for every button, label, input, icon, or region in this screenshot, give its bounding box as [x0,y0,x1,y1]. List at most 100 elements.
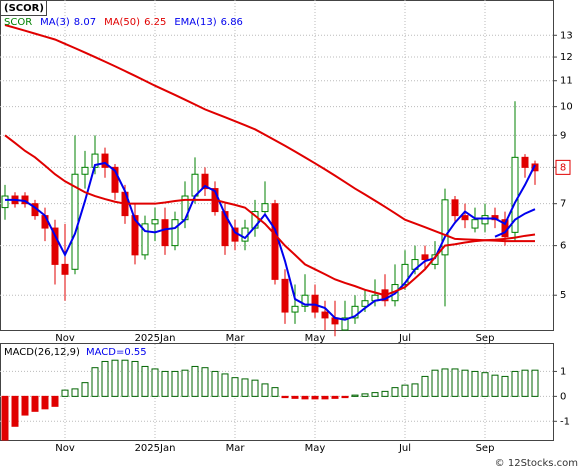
line-series [4,24,535,243]
bar [421,375,429,397]
y-tick-label: 6 [560,241,566,252]
legend-name: MA(3) [40,17,70,28]
candle-body [351,305,359,319]
x-tick-label: Sep [476,333,495,344]
bar [11,395,19,427]
candle-body [321,311,329,319]
candle-body [141,223,149,256]
line-series [494,208,536,238]
y-tick-label: -1 [560,416,570,427]
bar [131,360,139,397]
bar [81,382,89,397]
candle-body [161,219,169,247]
bar [151,368,159,397]
y-tick-label: 0 [560,391,566,402]
legend-value: 6.25 [144,17,166,28]
candle-body [281,278,289,313]
x-tick-label: Jul [398,443,411,454]
bar [201,367,209,397]
title-box [0,0,47,16]
candle-body [531,163,539,172]
bar [121,359,129,397]
bar [451,368,459,397]
bar [171,370,179,397]
bar [61,389,69,397]
y-tick-label: 10 [560,102,573,113]
y-tick-label: 7 [560,199,566,210]
bar [401,384,409,397]
x-tick-label: Nov [55,333,75,344]
x-tick-label: May [305,333,326,344]
bar [521,369,529,397]
bar [231,377,239,397]
candle-body [221,211,229,247]
y-tick-label: 12 [560,52,573,63]
legend-name: MA(50) [104,17,140,28]
y-tick-label: 9 [560,130,566,141]
x-tick-label: Nov [55,443,75,454]
bar [291,395,299,399]
candle-body [271,203,279,280]
price-tag: 8 [560,162,566,173]
bar [221,373,229,397]
bar [471,370,479,397]
bar [531,369,539,397]
legend-name: EMA(13) [174,17,216,28]
bar [161,370,169,397]
x-tick-label: Mar [226,333,246,344]
line-series [4,134,536,297]
bar [211,370,219,397]
candle-body [341,317,349,331]
bar [481,372,489,397]
legend-ticker: SCOR [4,17,32,28]
bar [441,368,449,397]
candle-body [461,215,469,221]
watermark: © 12Stocks.com [495,458,578,469]
candle-body [471,219,479,229]
candle-body [361,300,369,307]
bar [251,379,259,397]
chart-title: (SCOR) [4,3,44,14]
bar [511,370,519,397]
bar [101,360,109,397]
candle-body [81,166,89,175]
bar [271,387,279,397]
candle-body [291,305,299,313]
y-tick-label: 11 [560,76,573,87]
candle-body [151,219,159,225]
bar [491,374,499,397]
bar [331,395,339,399]
legend: SCOR MA(3) 8.07 MA(50) 6.25 EMA(13) 6.86 [4,17,243,28]
candle-body [1,195,9,209]
bar [461,369,469,397]
bar [71,388,79,397]
bar [311,395,319,400]
bar [381,390,389,397]
candle-body [521,156,529,168]
x-tick-label: Jul [398,333,411,344]
candle-body [131,215,139,256]
bar [341,395,349,399]
macd-title: MACD(26,12,9) [4,347,80,358]
price-panel [0,0,554,331]
bar [261,383,269,397]
bar [191,365,199,397]
candle-body [101,153,109,168]
legend-value: 8.07 [74,17,96,28]
y-tick-label: 5 [560,290,566,301]
bar [111,359,119,397]
bar [361,393,369,397]
bar [21,395,29,416]
bar [181,369,189,397]
bar [1,395,9,441]
legend-value: 6.86 [221,17,243,28]
bar [301,395,309,400]
bar [321,395,329,400]
macd-subtitle: MACD=0.55 [86,347,147,358]
y-tick-label: 13 [560,30,573,41]
candle-body [61,263,69,275]
candle-body [51,227,59,265]
bar [31,395,39,412]
bar [351,394,359,397]
x-tick-label: May [305,443,326,454]
